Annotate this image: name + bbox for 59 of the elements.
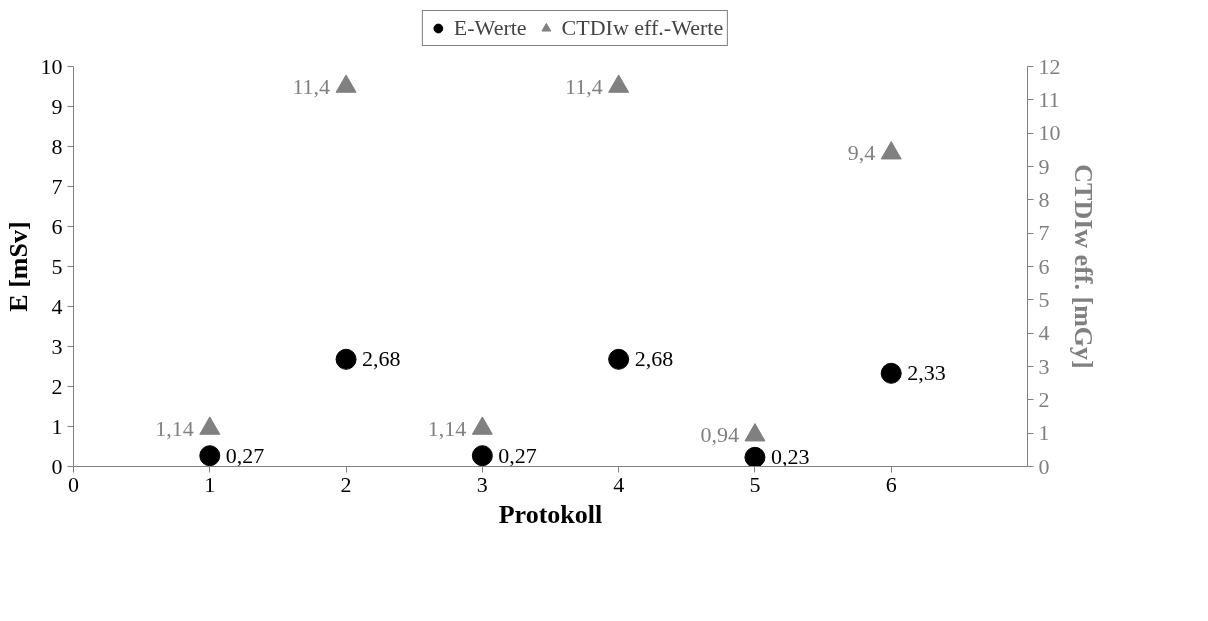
- x-axis-title: Protokoll: [498, 499, 603, 529]
- point: [199, 416, 221, 435]
- y-tick-label: 2: [51, 373, 63, 399]
- y-tick-label: 4: [51, 293, 63, 319]
- point: [335, 348, 357, 370]
- data-label: 11,4: [564, 73, 603, 99]
- point: [744, 446, 766, 467]
- y2-axis-title: CTDIw eff. [mGy]: [1068, 164, 1098, 369]
- y2-tick-label: 12: [1038, 53, 1061, 79]
- point: [608, 348, 630, 370]
- point: [471, 445, 493, 467]
- data-label: 11,4: [292, 73, 331, 99]
- y2-tick-label: 1: [1038, 420, 1050, 446]
- y-tick-label: 6: [51, 213, 63, 239]
- y2-tick-label: 11: [1038, 86, 1060, 112]
- point: [880, 141, 902, 160]
- point: [471, 416, 493, 435]
- data-label: 0,27: [225, 442, 265, 468]
- point: [335, 74, 357, 93]
- y-tick-label: 3: [51, 333, 63, 359]
- point: [199, 445, 221, 467]
- x-tick-label: 3: [476, 471, 488, 497]
- y2-tick-label: 10: [1038, 120, 1061, 146]
- point: [880, 362, 902, 384]
- point: [608, 74, 630, 93]
- y2-tick-label: 2: [1038, 386, 1050, 412]
- y2-tick-label: 6: [1038, 253, 1050, 279]
- y2-tick-label: 4: [1038, 320, 1050, 346]
- data-label: 1,14: [427, 415, 467, 441]
- data-label: 1,14: [155, 415, 194, 441]
- y2-tick-label: 7: [1038, 220, 1050, 246]
- y2-tick-label: 5: [1038, 286, 1050, 312]
- x-tick-label: 1: [204, 471, 216, 497]
- x-tick-label: 6: [885, 471, 897, 497]
- data-label: 2,33: [907, 360, 946, 386]
- x-tick-label: 2: [340, 471, 352, 497]
- y-tick-label: 9: [51, 93, 63, 119]
- legend-label: E-Werte: [453, 15, 527, 41]
- legend-label: CTDIw eff.-Werte: [561, 15, 724, 41]
- y2-tick-label: 8: [1038, 186, 1050, 212]
- x-tick-label: 0: [68, 471, 79, 497]
- y-tick-label: 0: [51, 453, 63, 479]
- data-label: 9,4: [847, 140, 876, 166]
- data-label: 0,27: [498, 442, 537, 468]
- x-tick-label: 4: [613, 471, 625, 497]
- y2-tick-label: 3: [1038, 353, 1050, 379]
- y-tick-label: 7: [51, 173, 63, 199]
- y-tick-label: 10: [40, 53, 63, 79]
- data-label: 2,68: [362, 346, 401, 372]
- x-tick-label: 5: [749, 471, 761, 497]
- y-tick-label: 1: [51, 413, 63, 439]
- point: [744, 423, 766, 442]
- y2-tick-label: 9: [1038, 153, 1050, 179]
- data-label: 0,94: [700, 422, 739, 448]
- y-axis-title: E [mSv]: [3, 221, 33, 312]
- y-tick-label: 5: [51, 253, 63, 279]
- y-tick-label: 8: [51, 133, 63, 159]
- data-label: 2,68: [634, 346, 674, 372]
- y2-tick-label: 0: [1038, 453, 1050, 479]
